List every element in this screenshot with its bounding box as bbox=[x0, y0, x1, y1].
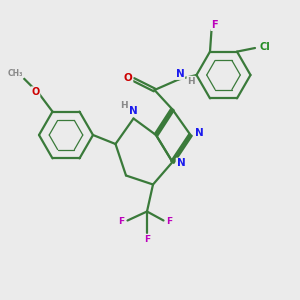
Text: N: N bbox=[194, 128, 203, 139]
Text: N: N bbox=[176, 69, 184, 79]
Text: Cl: Cl bbox=[259, 42, 270, 52]
Text: F: F bbox=[144, 235, 150, 244]
Text: F: F bbox=[211, 20, 218, 30]
Text: F: F bbox=[167, 218, 172, 226]
Text: O: O bbox=[124, 73, 133, 83]
Text: F: F bbox=[118, 218, 124, 226]
Text: H: H bbox=[120, 101, 128, 110]
Text: O: O bbox=[31, 87, 40, 97]
Text: H: H bbox=[187, 76, 195, 85]
Text: N: N bbox=[128, 106, 137, 116]
Text: N: N bbox=[176, 158, 185, 169]
Text: CH₃: CH₃ bbox=[8, 69, 23, 78]
